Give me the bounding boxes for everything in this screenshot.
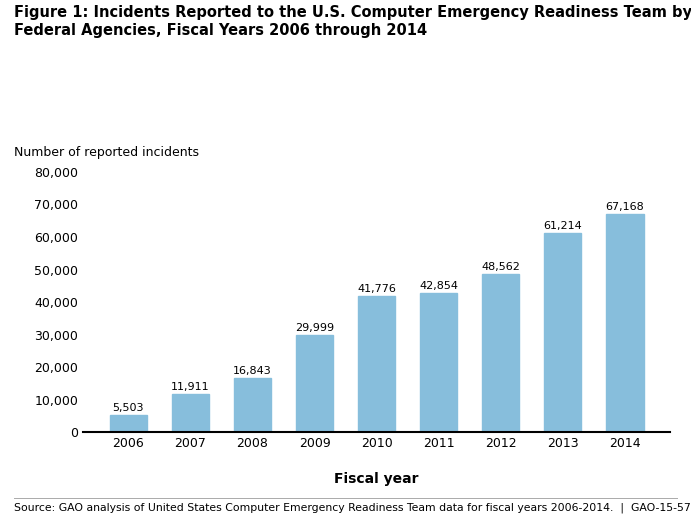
Text: 67,168: 67,168 <box>605 202 644 212</box>
Text: 42,854: 42,854 <box>419 281 458 291</box>
Text: 48,562: 48,562 <box>482 263 520 272</box>
Bar <box>171 394 209 432</box>
Text: Number of reported incidents: Number of reported incidents <box>14 146 199 159</box>
Text: 29,999: 29,999 <box>295 323 334 333</box>
Text: Fiscal year: Fiscal year <box>334 472 419 486</box>
Bar <box>234 378 271 432</box>
Bar <box>545 233 582 432</box>
Text: Figure 1: Incidents Reported to the U.S. Computer Emergency Readiness Team by
Fe: Figure 1: Incidents Reported to the U.S.… <box>14 5 691 38</box>
Bar <box>296 335 333 432</box>
Text: 61,214: 61,214 <box>544 221 583 231</box>
Text: 5,503: 5,503 <box>113 403 144 413</box>
Text: Source: GAO analysis of United States Computer Emergency Readiness Team data for: Source: GAO analysis of United States Co… <box>14 503 691 513</box>
Bar <box>606 214 643 432</box>
Bar <box>110 415 147 432</box>
Bar <box>420 293 457 432</box>
Text: 16,843: 16,843 <box>233 366 272 376</box>
Bar <box>358 296 395 432</box>
Text: 41,776: 41,776 <box>357 284 396 294</box>
Bar <box>482 274 520 432</box>
Text: 11,911: 11,911 <box>171 382 209 392</box>
